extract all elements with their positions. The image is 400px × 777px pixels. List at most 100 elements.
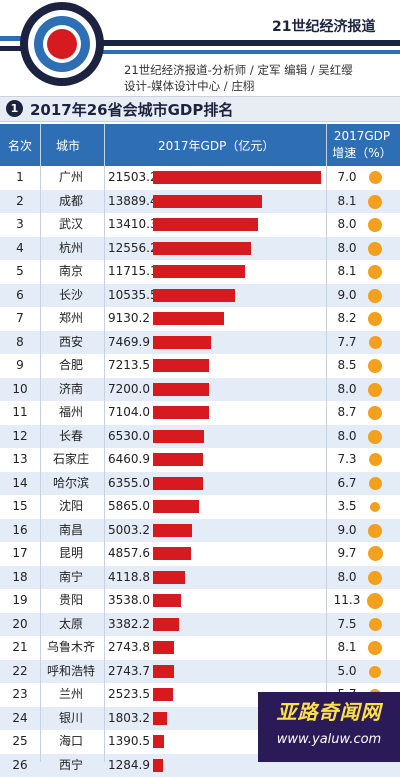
city-label: 乌鲁木齐 (46, 640, 95, 654)
section-number-badge: 1 (6, 100, 23, 117)
gdp-bar (153, 641, 174, 654)
growth-value-label: 8.0 (337, 429, 357, 443)
gdp-value-label: 6530.0 (108, 429, 150, 443)
table-row: 8 西安 7469.9 7.7 (0, 331, 400, 354)
rank-cell: 17 (12, 546, 28, 560)
gdp-value-label: 1803.2 (108, 711, 150, 725)
table-row: 21 乌鲁木齐 2743.8 8.1 (0, 636, 400, 659)
gdp-value-label: 2743.8 (108, 640, 150, 654)
gdp-value-label: 4857.6 (108, 546, 150, 560)
city-label: 南昌 (58, 523, 83, 537)
gdp-bar (153, 265, 245, 278)
table-row: 3 武汉 13410.3 8.0 (0, 213, 400, 236)
city-label: 太原 (58, 617, 83, 631)
growth-dot (368, 430, 382, 444)
table-row: 14 哈尔滨 6355.0 6.7 (0, 472, 400, 495)
growth-value-label: 8.5 (337, 358, 357, 372)
growth-column-header: 2017GDP 增速（%） (326, 128, 398, 162)
growth-dot (369, 618, 382, 631)
gdp-bar (153, 688, 173, 701)
city-label: 昆明 (58, 546, 83, 560)
rank-cell: 11 (12, 405, 28, 419)
city-label: 成都 (58, 194, 83, 208)
rank-cell: 22 (12, 664, 28, 678)
growth-value-label: 7.5 (337, 617, 357, 631)
gdp-bar (153, 359, 209, 372)
rank-cell: 24 (12, 711, 28, 725)
chart-title: 2017年26省会城市GDP排名 (30, 101, 234, 119)
gdp-value-label: 3382.2 (108, 617, 150, 631)
growth-dot (369, 453, 382, 466)
table-row: 15 沈阳 5865.0 3.5 (0, 495, 400, 518)
table-row: 13 石家庄 6460.9 7.3 (0, 448, 400, 471)
rank-cell: 10 (12, 382, 28, 396)
table-row: 5 南京 11715.1 8.1 (0, 260, 400, 283)
growth-value-label: 9.0 (337, 288, 357, 302)
brand-name: 21世纪经济报道 (272, 19, 376, 35)
gdp-value-label: 5865.0 (108, 499, 150, 513)
rank-cell: 1 (16, 170, 24, 184)
growth-dot (370, 502, 380, 512)
growth-dot (368, 571, 382, 585)
growth-value-label: 8.2 (337, 311, 357, 325)
credit-line-1: 21世纪经济报道-分析师 / 定军 编辑 / 吴红缨 (124, 63, 353, 77)
gdp-value-label: 12556.2 (108, 241, 158, 255)
growth-dot (369, 171, 382, 184)
growth-value-label: 8.0 (337, 570, 357, 584)
rank-cell: 14 (12, 476, 28, 490)
table-row: 16 南昌 5003.2 9.0 (0, 519, 400, 542)
city-label: 广州 (58, 170, 83, 184)
growth-dot (368, 359, 382, 373)
rank-cell: 12 (12, 429, 28, 443)
city-label: 武汉 (58, 217, 83, 231)
rank-cell: 18 (12, 570, 28, 584)
table-row: 11 福州 7104.0 8.7 (0, 401, 400, 424)
rank-cell: 21 (12, 640, 28, 654)
gdp-value-label: 13889.4 (108, 194, 158, 208)
growth-dot (368, 289, 382, 303)
rank-cell: 19 (12, 593, 28, 607)
growth-value-label: 8.0 (337, 382, 357, 396)
table-row: 22 呼和浩特 2743.7 5.0 (0, 660, 400, 683)
gdp-value-label: 1390.5 (108, 734, 150, 748)
city-label: 合肥 (58, 358, 83, 372)
growth-dot (368, 242, 382, 256)
gdp-bar (153, 171, 321, 184)
table-row: 1 广州 21503.2 7.0 (0, 166, 400, 189)
table-row: 10 济南 7200.0 8.0 (0, 378, 400, 401)
rank-column-header: 名次 (8, 139, 33, 153)
gdp-bar (153, 571, 185, 584)
growth-value-label: 9.0 (337, 523, 357, 537)
column-divider (40, 124, 41, 762)
growth-value-label: 6.7 (337, 476, 357, 490)
table-row: 17 昆明 4857.6 9.7 (0, 542, 400, 565)
city-label: 贵阳 (58, 593, 83, 607)
gdp-bar (153, 618, 179, 631)
gdp-value-label: 2523.5 (108, 687, 150, 701)
rank-cell: 13 (12, 452, 28, 466)
rank-cell: 3 (16, 217, 24, 231)
rank-cell: 23 (12, 687, 28, 701)
rank-cell: 8 (16, 335, 24, 349)
growth-value-label: 8.7 (337, 405, 357, 419)
city-label: 长沙 (58, 288, 83, 302)
gdp-value-label: 5003.2 (108, 523, 150, 537)
table-row: 19 贵阳 3538.0 11.3 (0, 589, 400, 612)
table-row: 4 杭州 12556.2 8.0 (0, 237, 400, 260)
watermark-name: 亚路奇闻网 (276, 700, 382, 724)
rank-cell: 7 (16, 311, 24, 325)
table-row: 7 郑州 9130.2 8.2 (0, 307, 400, 330)
city-label: 沈阳 (58, 499, 83, 513)
city-label: 海口 (58, 734, 83, 748)
growth-header-line-2: 增速（%） (332, 146, 392, 160)
city-label: 哈尔滨 (52, 476, 89, 490)
growth-value-label: 5.0 (337, 664, 357, 678)
growth-header-line-1: 2017GDP (333, 129, 391, 143)
gdp-value-label: 6460.9 (108, 452, 150, 466)
table-row: 12 长春 6530.0 8.0 (0, 425, 400, 448)
gdp-bar (153, 430, 204, 443)
growth-value-label: 11.3 (333, 593, 361, 607)
gdp-bar (153, 406, 209, 419)
city-label: 西安 (58, 335, 83, 349)
rank-cell: 6 (16, 288, 24, 302)
